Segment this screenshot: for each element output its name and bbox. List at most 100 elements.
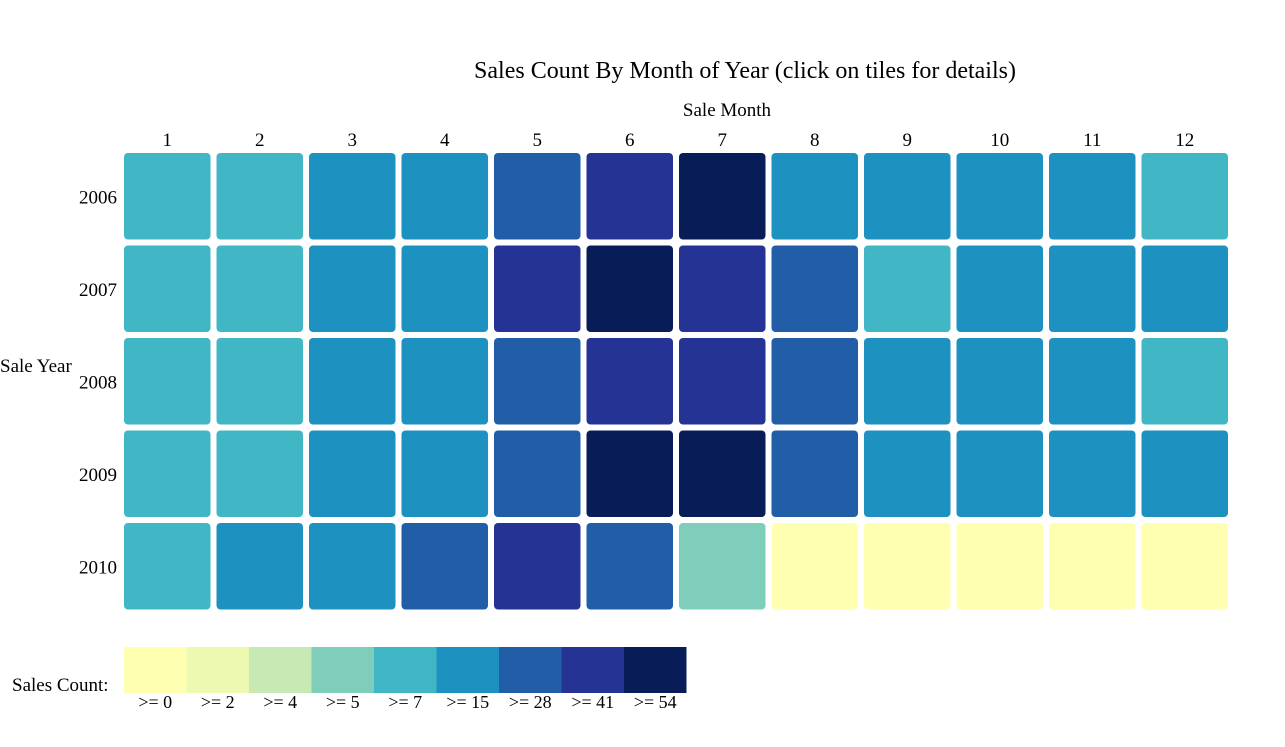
legend-tick-label: >= 7 bbox=[388, 692, 422, 712]
heatmap-tile[interactable] bbox=[216, 153, 304, 240]
legend-tick-label: >= 41 bbox=[571, 692, 614, 712]
legend-tick-label: >= 28 bbox=[509, 692, 552, 712]
x-tick-label: 3 bbox=[348, 130, 358, 151]
heatmap-tile[interactable] bbox=[956, 338, 1044, 425]
heatmap-tile[interactable] bbox=[216, 338, 304, 425]
heatmap-tile[interactable] bbox=[124, 523, 211, 610]
heatmap-tile[interactable] bbox=[1049, 153, 1136, 240]
heatmap-tile[interactable] bbox=[771, 153, 859, 240]
legend-swatch bbox=[124, 647, 187, 693]
legend-tick-label: >= 54 bbox=[634, 692, 677, 712]
y-axis-label: Sale Year bbox=[0, 356, 72, 377]
heatmap-tile[interactable] bbox=[679, 338, 766, 425]
heatmap-tile[interactable] bbox=[956, 153, 1044, 240]
heatmap-tile[interactable] bbox=[124, 153, 211, 240]
heatmap-tile[interactable] bbox=[309, 153, 396, 240]
heatmap-tile[interactable] bbox=[401, 338, 489, 425]
heatmap-tile[interactable] bbox=[586, 430, 674, 518]
heatmap-tile[interactable] bbox=[309, 430, 396, 518]
heatmap-tile[interactable] bbox=[494, 430, 581, 518]
heatmap-tile[interactable] bbox=[586, 245, 674, 333]
heatmap-tile[interactable] bbox=[401, 153, 489, 240]
legend-tick-label: >= 15 bbox=[446, 692, 489, 712]
legend-swatch bbox=[624, 647, 687, 693]
heatmap-tile[interactable] bbox=[1141, 338, 1229, 425]
heatmap-tile[interactable] bbox=[1049, 523, 1136, 610]
heatmap-tile[interactable] bbox=[956, 430, 1044, 518]
legend-tick-label: >= 4 bbox=[263, 692, 297, 712]
heatmap-tile[interactable] bbox=[494, 523, 581, 610]
legend-tick-label: >= 2 bbox=[201, 692, 235, 712]
heatmap-tile[interactable] bbox=[1141, 153, 1229, 240]
heatmap-tiles bbox=[124, 153, 1228, 610]
heatmap-tile[interactable] bbox=[586, 523, 674, 610]
heatmap-tile[interactable] bbox=[309, 338, 396, 425]
legend-swatch bbox=[436, 647, 499, 693]
y-tick-label: 2007 bbox=[79, 280, 117, 301]
heatmap-tile[interactable] bbox=[679, 245, 766, 333]
color-legend: >= 0 >= 2 >= 4 >= 5 >= 7 >= 15 >= 28 >= 41 >= 54 bbox=[124, 647, 687, 712]
heatmap-tile[interactable] bbox=[771, 338, 859, 425]
chart-title: Sales Count By Month of Year (click on t… bbox=[474, 58, 1016, 84]
heatmap-tile[interactable] bbox=[494, 245, 581, 333]
heatmap-tile[interactable] bbox=[771, 245, 859, 333]
y-tick-label: 2006 bbox=[79, 187, 117, 208]
heatmap-tile[interactable] bbox=[216, 245, 304, 333]
heatmap-tile[interactable] bbox=[1049, 245, 1136, 333]
heatmap-tile[interactable] bbox=[586, 153, 674, 240]
x-tick-label: 9 bbox=[903, 130, 913, 151]
heatmap-tile[interactable] bbox=[494, 338, 581, 425]
x-tick-label: 12 bbox=[1175, 130, 1194, 151]
heatmap-tile[interactable] bbox=[864, 338, 951, 425]
heatmap-tile[interactable] bbox=[401, 245, 489, 333]
heatmap-tile[interactable] bbox=[1141, 523, 1229, 610]
x-axis-label: Sale Month bbox=[683, 100, 772, 121]
heatmap-tile[interactable] bbox=[586, 338, 674, 425]
y-tick-label: 2008 bbox=[79, 372, 117, 393]
heatmap-tile[interactable] bbox=[401, 430, 489, 518]
legend-tick-label: >= 0 bbox=[138, 692, 172, 712]
x-tick-label: 2 bbox=[255, 130, 265, 151]
heatmap-tile[interactable] bbox=[864, 153, 951, 240]
heatmap-tile[interactable] bbox=[864, 523, 951, 610]
x-tick-label: 4 bbox=[440, 130, 450, 151]
heatmap-tile[interactable] bbox=[864, 430, 951, 518]
heatmap-tile[interactable] bbox=[864, 245, 951, 333]
heatmap-tile[interactable] bbox=[956, 245, 1044, 333]
heatmap-tile[interactable] bbox=[956, 523, 1044, 610]
heatmap-tile[interactable] bbox=[309, 245, 396, 333]
heatmap-tile[interactable] bbox=[1049, 338, 1136, 425]
heatmap-tile[interactable] bbox=[309, 523, 396, 610]
heatmap-tile[interactable] bbox=[1049, 430, 1136, 518]
heatmap-tile[interactable] bbox=[1141, 430, 1229, 518]
y-tick-label: 2010 bbox=[79, 557, 117, 578]
legend-swatch bbox=[186, 647, 249, 693]
x-tick-label: 10 bbox=[990, 130, 1009, 151]
heatmap-tile[interactable] bbox=[124, 245, 211, 333]
heatmap-tile[interactable] bbox=[216, 430, 304, 518]
legend-swatch bbox=[561, 647, 624, 693]
x-axis-ticks: 1 2 3 4 5 6 7 8 9 10 11 12 bbox=[163, 130, 1195, 151]
heatmap-tile[interactable] bbox=[679, 430, 766, 518]
heatmap-tile[interactable] bbox=[771, 430, 859, 518]
heatmap-tile[interactable] bbox=[494, 153, 581, 240]
x-tick-label: 11 bbox=[1083, 130, 1101, 151]
y-tick-label: 2009 bbox=[79, 465, 117, 486]
legend-tick-label: >= 5 bbox=[326, 692, 360, 712]
x-tick-label: 1 bbox=[163, 130, 173, 151]
heatmap-tile[interactable] bbox=[124, 338, 211, 425]
heatmap-tile[interactable] bbox=[216, 523, 304, 610]
heatmap-tile[interactable] bbox=[1141, 245, 1229, 333]
x-tick-label: 8 bbox=[810, 130, 820, 151]
heatmap-tile[interactable] bbox=[679, 523, 766, 610]
heatmap-tile[interactable] bbox=[679, 153, 766, 240]
heatmap-tile[interactable] bbox=[771, 523, 859, 610]
heatmap-tile[interactable] bbox=[124, 430, 211, 518]
heatmap-tile[interactable] bbox=[401, 523, 489, 610]
x-tick-label: 6 bbox=[625, 130, 635, 151]
y-axis-ticks: 2006 2007 2008 2009 2010 bbox=[79, 187, 117, 578]
x-tick-label: 7 bbox=[718, 130, 728, 151]
legend-swatch bbox=[499, 647, 562, 693]
legend-swatch bbox=[374, 647, 437, 693]
legend-title: Sales Count: bbox=[12, 675, 109, 696]
